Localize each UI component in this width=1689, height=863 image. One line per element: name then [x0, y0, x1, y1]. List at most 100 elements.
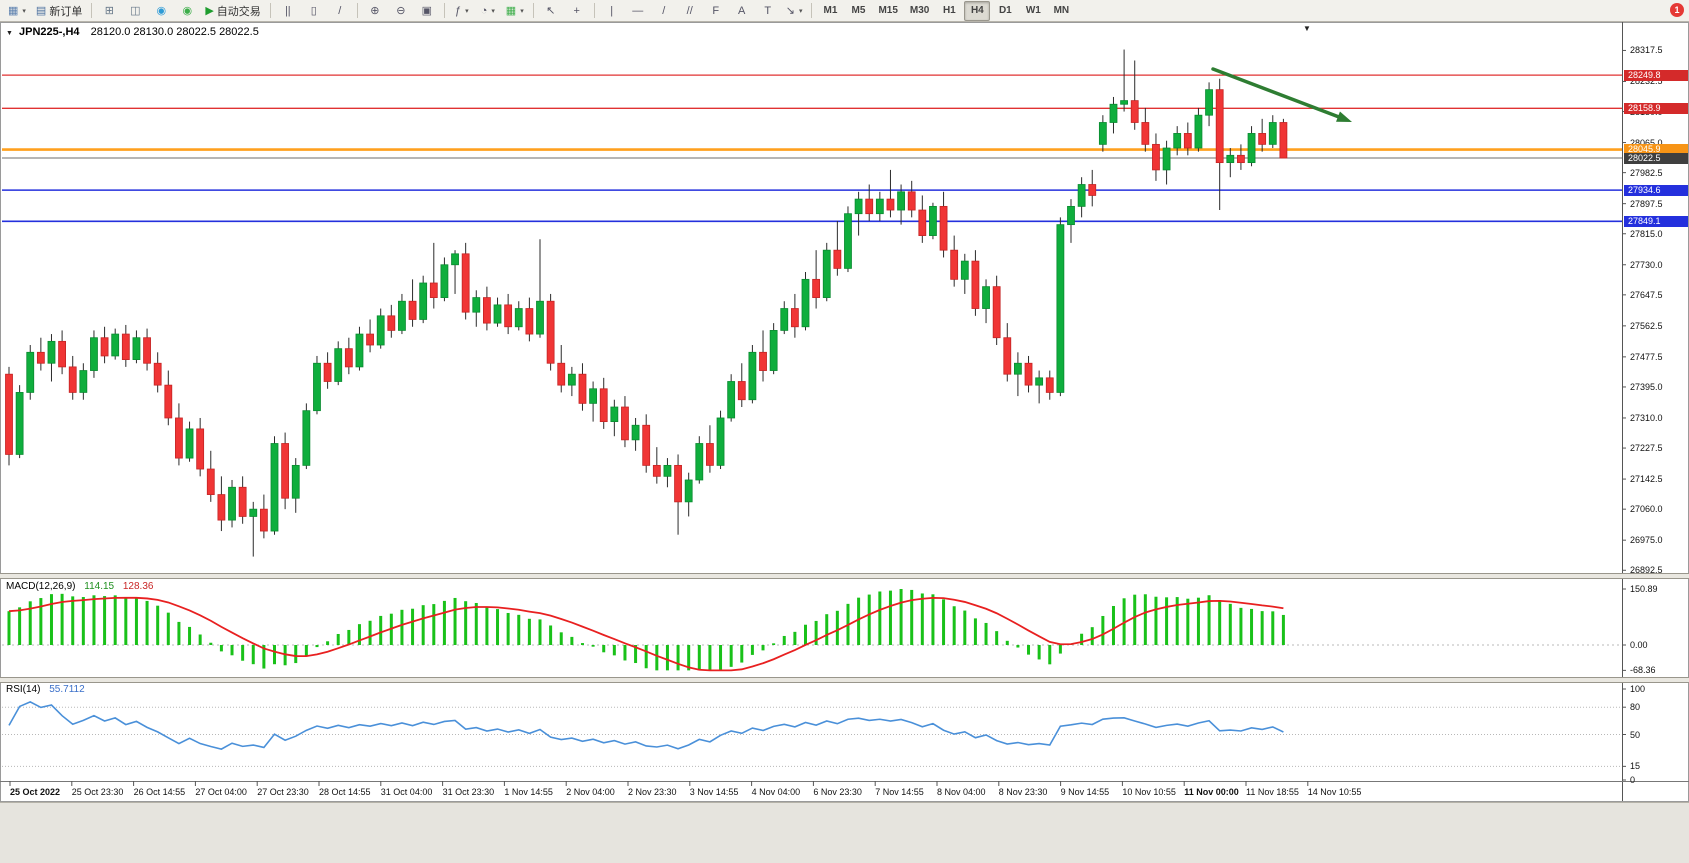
pane-splitter-rsi[interactable]	[0, 677, 1689, 683]
timeframe-m1[interactable]: M1	[817, 1, 843, 21]
time-label: 10 Nov 10:55	[1122, 787, 1176, 797]
time-label: 27 Oct 23:30	[257, 787, 309, 797]
label-tool-button-icon: T	[764, 4, 772, 17]
periods-button[interactable]: ◔ ▾	[476, 1, 500, 21]
timeframe-m15-label: M15	[878, 5, 898, 16]
indicators-button[interactable]: ƒ ▾	[450, 1, 474, 21]
bar-chart-type-button[interactable]: ||	[276, 1, 300, 21]
line-chart-type-button-icon: /	[338, 4, 342, 17]
history-button[interactable]: ◉	[175, 1, 199, 21]
horizontal-line-tool-button[interactable]: —	[626, 1, 650, 21]
time-label: 2 Nov 04:00	[566, 787, 615, 797]
zoom-out-button-icon: ⊖	[396, 4, 406, 17]
candlestick-chart-type-button[interactable]: ▯	[302, 1, 326, 21]
candlestick-chart-type-button-icon: ▯	[310, 4, 317, 17]
price-tag: 28022.5	[1624, 152, 1688, 164]
new-chart-button-icon: ▦	[8, 4, 19, 17]
y-axis-label: 27730.0	[1630, 259, 1663, 270]
timeframe-w1[interactable]: W1	[1020, 1, 1046, 21]
timeframe-h4-label: H4	[970, 5, 984, 16]
macd-axis-label: -68.36	[1630, 665, 1656, 676]
bar-chart-type-button-icon: ||	[284, 4, 291, 17]
profiles-button-icon: ◫	[130, 4, 141, 17]
y-axis-label: 27142.5	[1630, 474, 1663, 485]
timeframe-h1[interactable]: H1	[936, 1, 962, 21]
autotrade-button[interactable]: ▶ 自动交易	[201, 1, 264, 21]
time-label: 7 Nov 14:55	[875, 787, 924, 797]
arrows-tool-button[interactable]: ↘ ▾	[782, 1, 807, 21]
y-axis-label: 28065.0	[1630, 137, 1663, 148]
pane-splitter-macd[interactable]	[0, 573, 1689, 579]
y-axis-label: 27815.0	[1630, 228, 1663, 239]
new-chart-button[interactable]: ▦ ▾	[4, 1, 30, 21]
cursor-button[interactable]: ↖	[539, 1, 563, 21]
price-tag: 28045.9	[1624, 144, 1688, 156]
timeframe-h4[interactable]: H4	[964, 0, 991, 21]
rsi-value: 55.7112	[49, 684, 85, 695]
channel-tool-button-icon: //	[686, 4, 693, 17]
timeframe-d1[interactable]: D1	[992, 1, 1018, 21]
rsi-title: RSI(14)	[6, 684, 41, 695]
templates-button[interactable]: ▦ ▾	[502, 1, 528, 21]
text-tool-button[interactable]: A	[730, 1, 754, 21]
rsi-axis-label: 0	[1630, 775, 1636, 785]
time-label: 28 Oct 14:55	[319, 787, 371, 797]
toolbar-separator	[811, 3, 813, 18]
chart-symbol-period: JPN225-,H4	[19, 26, 80, 38]
chart-menu-caret-icon[interactable]: ▼	[6, 30, 13, 37]
timeframe-mn-label: MN	[1053, 5, 1070, 16]
time-label: 25 Oct 2022	[10, 787, 61, 797]
horizontal-line-tool-button-icon: —	[632, 4, 644, 17]
time-label: 8 Nov 04:00	[937, 787, 986, 797]
timeframe-m30[interactable]: M30	[905, 1, 934, 21]
fibonacci-tool-button-icon: F	[712, 4, 720, 17]
line-chart-type-button[interactable]: /	[328, 1, 352, 21]
macd-axis-label: 0.00	[1630, 640, 1648, 650]
chart-shift-marker-icon[interactable]: ▼	[1303, 24, 1311, 33]
fibonacci-tool-button[interactable]: F	[704, 1, 728, 21]
crosshair-button[interactable]: +	[565, 1, 589, 21]
toolbar-separator	[593, 3, 595, 18]
cursor-button-icon: ↖	[546, 4, 556, 17]
y-axis-label: 26892.5	[1630, 565, 1663, 576]
macd-title: MACD(12,26,9)	[6, 581, 76, 592]
trendline-tool-button[interactable]: /	[652, 1, 676, 21]
time-label: 2 Nov 23:30	[628, 787, 677, 797]
rsi-axis-label: 100	[1630, 684, 1646, 694]
y-axis-label: 28232.5	[1630, 76, 1663, 87]
macd-signal-value: 128.36	[122, 581, 154, 592]
tile-windows-button[interactable]: ▣	[415, 1, 439, 21]
charts-cascade-button[interactable]: ⊞	[97, 1, 121, 21]
macd-indicator-label: MACD(12,26,9) 114.15 128.36	[6, 581, 153, 592]
zoom-in-button-icon: ⊕	[370, 4, 380, 17]
price-tag: 28249.8	[1624, 69, 1688, 81]
zoom-in-button[interactable]: ⊕	[363, 1, 387, 21]
time-label: 6 Nov 23:30	[813, 787, 862, 797]
label-tool-button[interactable]: T	[756, 1, 780, 21]
y-axis-label: 27227.5	[1630, 443, 1663, 454]
rsi-axis-label: 50	[1630, 729, 1641, 740]
new-order-button[interactable]: ▤ 新订单	[32, 1, 86, 21]
toolbar-separator	[443, 3, 445, 18]
zoom-out-button[interactable]: ⊖	[389, 1, 413, 21]
rsi-indicator-label: RSI(14) 55.7112	[6, 684, 85, 695]
toolbar-separator	[91, 3, 93, 18]
history-button-icon: ◉	[182, 4, 193, 17]
y-axis-label: 27562.5	[1630, 320, 1663, 331]
market-watch-button[interactable]: ◉	[149, 1, 173, 21]
time-label: 27 Oct 04:00	[195, 787, 247, 797]
profiles-button[interactable]: ◫	[123, 1, 147, 21]
notification-badge[interactable]: 1	[1670, 3, 1684, 17]
timeframe-m15[interactable]: M15	[873, 1, 902, 21]
vertical-line-tool-button[interactable]: |	[600, 1, 624, 21]
timeframe-m5[interactable]: M5	[845, 1, 871, 21]
new-chart-button-dropdown-icon: ▾	[22, 7, 26, 15]
y-axis-label: 27982.5	[1630, 167, 1663, 178]
templates-button-icon: ▦	[505, 4, 517, 17]
window-bottom-area	[0, 802, 1689, 863]
timeframe-mn[interactable]: MN	[1048, 1, 1074, 21]
toolbar: ▦ ▾ ▤ 新订单 ⊞ ◫ ◉ ◉ ▶ 自动交易 || ▯ / ⊕ ⊖ ▣ ƒ ▾ ◔ ▾ ▦ ▾ ↖ + | — ///F A T ↘ ▾…	[0, 0, 1689, 22]
channel-tool-button[interactable]: //	[678, 1, 702, 21]
